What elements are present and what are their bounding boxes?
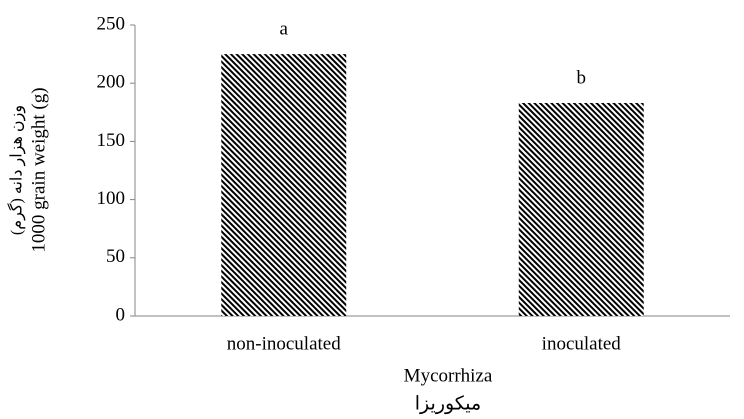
- bar: [221, 54, 347, 316]
- y-tick-label: 50: [106, 246, 125, 267]
- x-axis-title: Mycorrhiza: [404, 365, 493, 386]
- y-tick-label: 0: [116, 304, 126, 325]
- bar: [518, 102, 644, 316]
- x-tick-label: non-inoculated: [227, 333, 341, 354]
- data-label: b: [577, 67, 587, 88]
- x-tick-label: inoculated: [542, 333, 622, 354]
- y-tick-label: 100: [97, 188, 126, 209]
- data-label: a: [280, 18, 289, 39]
- x-axis-title-secondary: میکوریزا: [415, 393, 481, 414]
- y-axis-title-secondary: وزن هزار دانه (گرم): [7, 105, 26, 235]
- y-axis-title: 1000 grain weight (g): [28, 87, 49, 252]
- y-tick-label: 200: [97, 72, 126, 93]
- y-tick-label: 150: [97, 130, 126, 151]
- y-tick-label: 250: [97, 13, 126, 34]
